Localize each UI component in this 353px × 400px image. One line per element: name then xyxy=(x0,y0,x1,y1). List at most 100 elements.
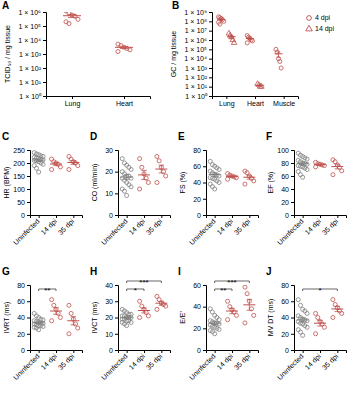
panel: G020406080IVRT (ms)Uninfected14 dpi35 dp… xyxy=(2,266,83,381)
data-point xyxy=(316,315,320,319)
y-tick: 30 xyxy=(105,147,118,154)
y-tick-label: 1 × 10⁴ xyxy=(18,37,41,44)
y-axis-title: MV DT (ms) xyxy=(267,299,275,337)
data-point xyxy=(146,180,150,184)
error-bar xyxy=(229,176,234,178)
y-tick: 1 × 10⁵ xyxy=(18,23,46,30)
y-tick-mark xyxy=(115,285,118,286)
y-tick-label: 20 xyxy=(105,168,113,175)
y-tick-label: 1 × 10¹ xyxy=(19,79,42,86)
x-tick-label: 14 dpi xyxy=(215,217,234,236)
marks xyxy=(296,151,344,179)
error-bar xyxy=(335,164,340,169)
y-tick-label: 1 × 10⁵ xyxy=(18,23,41,30)
legend-symbol xyxy=(307,16,312,21)
error-bar xyxy=(230,35,234,38)
y-tick-mark xyxy=(115,193,118,194)
mean-line xyxy=(115,47,133,48)
y-tick-mark xyxy=(43,54,46,55)
y-axis: 020406080100 xyxy=(277,147,294,219)
data-point xyxy=(217,167,221,171)
error-bar xyxy=(300,162,305,165)
y-tick: 30 xyxy=(105,298,118,305)
data-point xyxy=(226,318,230,322)
data-point xyxy=(305,167,309,171)
y-tick-mark xyxy=(43,12,46,13)
data-point xyxy=(331,315,335,319)
data-point xyxy=(245,41,249,45)
x-tick-label: 14 dpi xyxy=(39,217,58,236)
x-tick: 14 dpi xyxy=(39,350,58,372)
data-point xyxy=(243,182,247,186)
y-tick-label: 40 xyxy=(281,186,289,193)
data-point xyxy=(226,299,230,303)
y-tick-mark xyxy=(209,40,212,41)
legend-label: 4 dpi xyxy=(315,14,331,22)
panel: J020406080MV DT (ms)Uninfected14 dpi35 d… xyxy=(266,266,347,381)
data-point xyxy=(245,292,249,296)
y-axis-line xyxy=(203,286,207,351)
data-point xyxy=(157,159,161,163)
data-point xyxy=(116,50,120,54)
significance-label: * xyxy=(134,286,137,295)
y-tick-mark xyxy=(291,150,294,151)
y-tick-label: 40 xyxy=(193,303,201,310)
x-tick: 35 dpi xyxy=(57,215,76,237)
data-point xyxy=(322,325,326,329)
data-point xyxy=(218,22,222,26)
y-axis-title: E/E' xyxy=(179,311,186,324)
data-point xyxy=(140,165,144,169)
error-bar xyxy=(247,175,252,179)
y-tick: 0 xyxy=(285,212,294,219)
x-axis: Uninfected14 dpi35 dpi xyxy=(188,215,259,246)
error-bar xyxy=(124,317,129,319)
x-axis: Uninfected14 dpi35 dpi xyxy=(188,350,259,381)
y-tick-mark xyxy=(203,285,206,286)
error-bar xyxy=(317,164,322,165)
x-tick-mark xyxy=(161,350,162,353)
x-tick-mark xyxy=(232,350,233,353)
data-point xyxy=(217,180,221,184)
x-tick-mark xyxy=(249,215,250,218)
x-tick-label: Lung xyxy=(65,100,81,108)
y-tick: 20 xyxy=(281,199,294,206)
data-point xyxy=(58,315,62,319)
y-axis: 050100150200250 xyxy=(13,147,30,219)
data-point xyxy=(129,167,133,171)
y-tick-label: 60 xyxy=(193,282,201,289)
x-tick-label: 14 dpi xyxy=(127,217,146,236)
y-tick-mark xyxy=(115,150,118,151)
y-tick: 40 xyxy=(193,303,206,310)
y-tick: 1 × 10⁹ xyxy=(184,9,212,16)
y-tick-mark xyxy=(291,285,294,286)
y-axis: 020406080 xyxy=(281,282,294,354)
data-point xyxy=(73,322,77,326)
y-tick: 1 × 10³ xyxy=(19,51,46,58)
panel: H010203040IVCT (ms)Uninfected14 dpi35 dp… xyxy=(90,266,171,381)
y-tick-label: 100 xyxy=(13,186,25,193)
y-tick: 100 xyxy=(277,147,294,154)
x-tick: 35 dpi xyxy=(233,350,252,372)
x-axis-line xyxy=(119,351,171,354)
error-bar xyxy=(248,38,252,40)
data-point xyxy=(138,315,142,319)
x-tick-label: 14 dpi xyxy=(127,352,146,371)
y-tick-mark xyxy=(115,334,118,335)
data-point xyxy=(67,332,71,336)
y-tick-mark xyxy=(203,166,206,167)
data-point xyxy=(76,326,80,330)
x-tick-label: 14 dpi xyxy=(215,352,234,371)
x-tick: Lung xyxy=(219,96,235,108)
x-axis: Uninfected14 dpi35 dpi xyxy=(12,215,83,246)
y-tick-label: 0 xyxy=(197,347,201,354)
panel-letter: C xyxy=(2,131,9,142)
y-tick-label: 0 xyxy=(21,212,25,219)
y-tick: 0 xyxy=(21,212,30,219)
y-tick-label: 0 xyxy=(109,347,113,354)
y-tick-label: 0 xyxy=(21,347,25,354)
y-tick-label: 1 × 10⁰ xyxy=(185,93,208,100)
significance-label: ** xyxy=(44,286,50,295)
mean-line xyxy=(246,38,254,39)
x-tick-mark xyxy=(127,350,128,353)
y-tick: 1 × 10⁴ xyxy=(18,37,46,44)
